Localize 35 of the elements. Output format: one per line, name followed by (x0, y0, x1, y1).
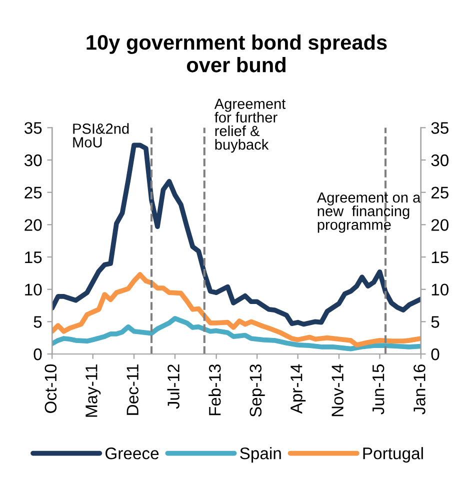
y2-tick-label: 20 (431, 219, 449, 231)
ref-line-label: Agreement for further relief & buyback (214, 98, 286, 153)
x-tick-label: May-11 (86, 364, 101, 417)
legend-label: Spain (240, 447, 281, 463)
x-tick-label: Jul-12 (167, 364, 180, 409)
ref-line-label: PSI&2nd MoU (73, 123, 129, 148)
y-tick-label: 10 (25, 284, 42, 296)
y-tick-label: 0 (34, 348, 42, 360)
x-tick-label: Feb-13 (208, 364, 221, 416)
x-tick-label: Jan-16 (414, 364, 426, 414)
x-tick-label: Jun-15 (372, 364, 384, 414)
x-tick-label: Dec-11 (126, 364, 138, 415)
y2-tick-label: 25 (431, 186, 448, 199)
y2-tick-label: 35 (431, 122, 448, 134)
legend-label: Portugal (363, 447, 423, 463)
chart-title: 10y government bond spreads over bund (86, 34, 387, 72)
legend-label: Greece (105, 448, 159, 460)
y-tick-label: 15 (25, 252, 42, 264)
x-tick-label: Apr-14 (290, 364, 306, 414)
y2-tick-label: 30 (431, 154, 449, 166)
y2-tick-label: 10 (432, 284, 449, 296)
y2-tick-label: 0 (431, 348, 440, 360)
line-series (52, 272, 421, 348)
y2-tick-label: 5 (431, 316, 440, 328)
y-tick-label: 20 (24, 219, 42, 231)
y2-tick-label: 15 (432, 252, 448, 264)
x-tick-label: Oct-10 (44, 364, 57, 413)
line-series (52, 316, 421, 352)
y-tick-label: 25 (24, 186, 42, 199)
y-tick-label: 35 (24, 122, 42, 134)
ref-line-label: Agreement on a new financing programme (316, 192, 421, 233)
x-tick-label: Nov-14 (332, 364, 344, 416)
y-tick-label: 30 (24, 154, 42, 166)
x-tick-label: Sep-13 (250, 364, 265, 417)
y-tick-label: 5 (34, 316, 42, 328)
